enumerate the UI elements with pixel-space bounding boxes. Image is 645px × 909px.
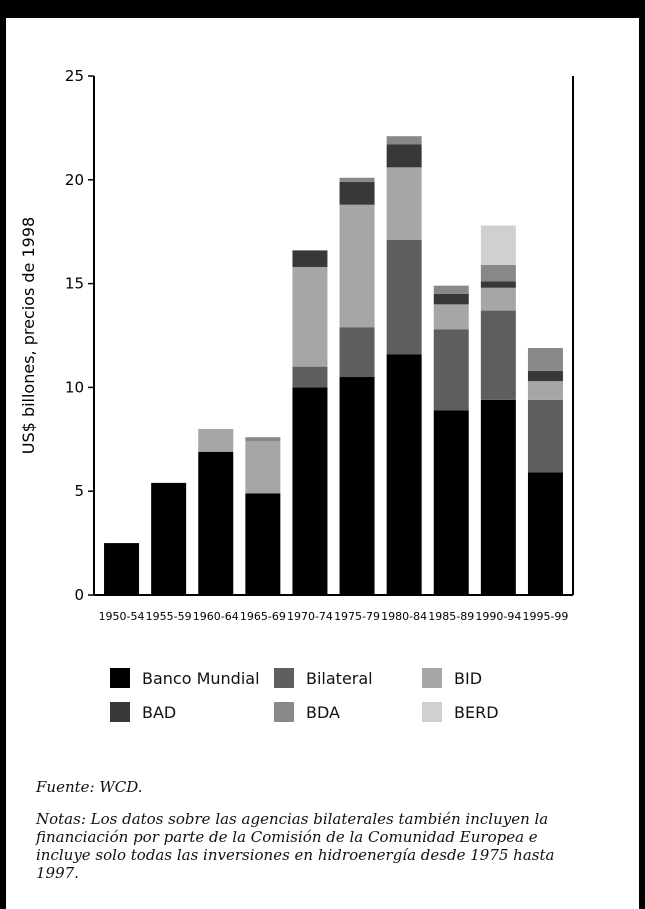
bar-segment xyxy=(151,482,187,595)
bar-segment xyxy=(480,310,516,400)
y-tick-label: 0 xyxy=(74,586,84,604)
bar-segment xyxy=(339,204,375,328)
legend-item-berd: BERD xyxy=(422,702,572,722)
x-tick-label: 1995-99 xyxy=(522,610,568,623)
legend-swatch xyxy=(110,668,130,688)
bar-segment xyxy=(292,250,328,267)
bar-segment xyxy=(104,543,140,595)
y-tick-label: 15 xyxy=(65,275,84,293)
legend-swatch xyxy=(422,668,442,688)
x-tick-label: 1990-94 xyxy=(475,610,521,623)
bar-segment xyxy=(527,381,563,400)
bar-segment xyxy=(386,136,422,145)
x-tick-label: 1970-74 xyxy=(287,610,333,623)
source-note: Fuente: WCD. xyxy=(36,778,143,796)
legend-swatch xyxy=(110,702,130,722)
bar-segment xyxy=(480,225,516,265)
legend-swatch xyxy=(422,702,442,722)
x-tick-label: 1965-69 xyxy=(240,610,286,623)
bar-segment xyxy=(527,472,563,595)
bar-segment xyxy=(433,329,469,411)
bar-segment xyxy=(433,410,469,595)
legend-item-bda: BDA xyxy=(274,702,422,722)
x-tick-label: 1960-64 xyxy=(193,610,239,623)
bar-segment xyxy=(433,304,469,330)
bar-segment xyxy=(527,347,563,371)
legend-label: BERD xyxy=(454,702,499,722)
stacked-bar-chart: 0 5 10 15 20 25 US$ billones, precios de 1998 1… xyxy=(19,67,574,623)
bar-segment xyxy=(527,399,563,473)
bar-segment xyxy=(339,327,375,378)
bar-segment xyxy=(480,281,516,288)
y-axis-title: US$ billones, precios de 1998 xyxy=(19,217,38,454)
x-tick-label: 1975-79 xyxy=(334,610,380,623)
x-tick-label: 1950-54 xyxy=(99,610,145,623)
legend-label: Bilateral xyxy=(306,668,373,688)
bar-segment xyxy=(386,144,422,168)
bar-segment xyxy=(386,167,422,241)
bar-segment xyxy=(292,266,328,367)
bar-segment xyxy=(480,264,516,282)
legend-label: BID xyxy=(454,668,483,688)
y-tick-label: 5 xyxy=(74,482,84,500)
bar-segment xyxy=(386,354,422,595)
legend-item-banco-mundial: Banco Mundial xyxy=(110,668,274,688)
legend-item-bilateral: Bilateral xyxy=(274,668,422,688)
legend-label: Banco Mundial xyxy=(142,668,260,688)
legend-label: BAD xyxy=(142,702,177,722)
bar-segment xyxy=(292,366,328,388)
bar-segment xyxy=(339,181,375,205)
bar-segment xyxy=(527,370,563,382)
legend-item-bad: BAD xyxy=(110,702,274,722)
x-tick-label: 1980-84 xyxy=(381,610,427,623)
bar-segment xyxy=(245,493,281,595)
bar-segment xyxy=(433,293,469,305)
bar-segment xyxy=(245,437,281,442)
bar-segment xyxy=(480,399,516,595)
y-tick-label: 10 xyxy=(65,378,84,396)
notes-text: Notas: Los datos sobre las agencias bila… xyxy=(36,810,555,882)
bar-segment xyxy=(339,177,375,182)
y-tick-label: 25 xyxy=(65,67,84,85)
bar-segment xyxy=(198,451,234,595)
bar-segment xyxy=(433,285,469,294)
chart-panel: 0 5 10 15 20 25 US$ billones, precios de 1998 1… xyxy=(6,18,639,909)
bar-segment xyxy=(245,441,281,494)
bar-segment xyxy=(386,240,422,355)
legend-item-bid: BID xyxy=(422,668,572,688)
bar-segment xyxy=(198,428,234,452)
x-tick-label: 1955-59 xyxy=(146,610,192,623)
bar-segment xyxy=(292,387,328,595)
legend-swatch xyxy=(274,668,294,688)
bar-segment xyxy=(339,377,375,595)
x-tick-label: 1985-89 xyxy=(428,610,474,623)
y-tick-label: 20 xyxy=(65,171,84,189)
legend-label: BDA xyxy=(306,702,340,722)
legend-swatch xyxy=(274,702,294,722)
legend: Banco Mundial Bilateral BID BAD BDA BERD xyxy=(110,668,590,722)
bar-segment xyxy=(480,287,516,311)
